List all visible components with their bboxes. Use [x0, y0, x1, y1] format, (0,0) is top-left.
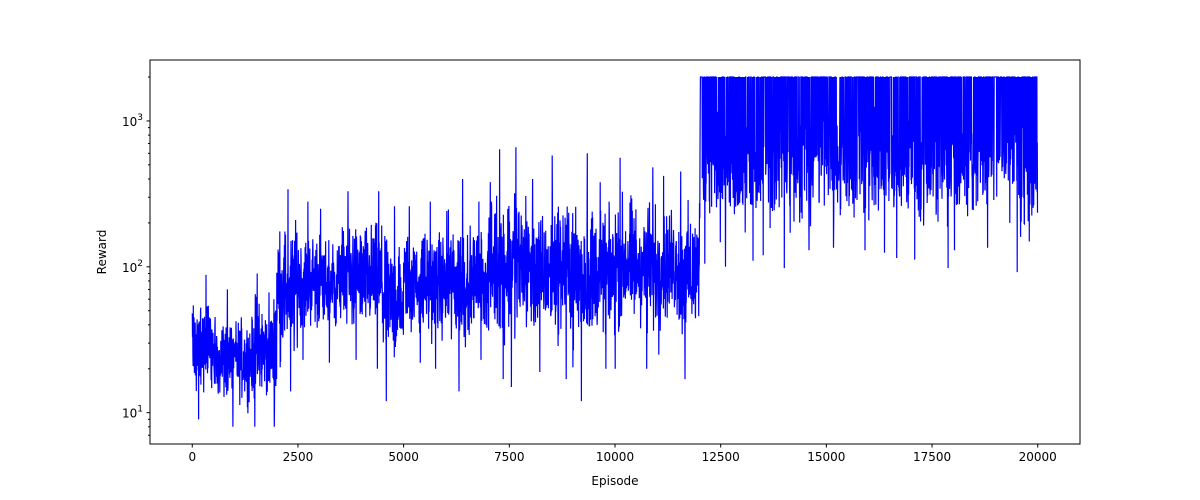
- x-tick-label: 0: [188, 450, 196, 464]
- y-tick-base: 10: [122, 261, 137, 275]
- x-tick-label: 17500: [913, 450, 951, 464]
- y-axis-label: Reward: [95, 230, 109, 275]
- x-axis: 0 2500 5000 7500 10000 12500 15000 17500 20000: [188, 444, 1057, 464]
- x-tick-label: 2500: [283, 450, 314, 464]
- y-tick-base: 10: [122, 407, 137, 421]
- reward-series-line: [191, 76, 1039, 427]
- plot-area: [191, 76, 1039, 427]
- y-tick-label: 103: [122, 113, 143, 129]
- y-tick-label: 101: [122, 405, 143, 421]
- y-tick-exponent: 1: [137, 405, 143, 415]
- x-tick-label: 20000: [1019, 450, 1057, 464]
- y-tick-base: 10: [122, 115, 137, 129]
- y-tick-exponent: 2: [137, 259, 143, 269]
- x-tick-label: 12500: [702, 450, 740, 464]
- x-tick-label: 7500: [494, 450, 525, 464]
- x-axis-label: Episode: [591, 474, 638, 488]
- y-tick-exponent: 3: [137, 113, 143, 123]
- y-tick-label: 102: [122, 259, 143, 275]
- x-tick-label: 10000: [596, 450, 634, 464]
- x-tick-label: 15000: [807, 450, 845, 464]
- x-tick-label: 5000: [388, 450, 419, 464]
